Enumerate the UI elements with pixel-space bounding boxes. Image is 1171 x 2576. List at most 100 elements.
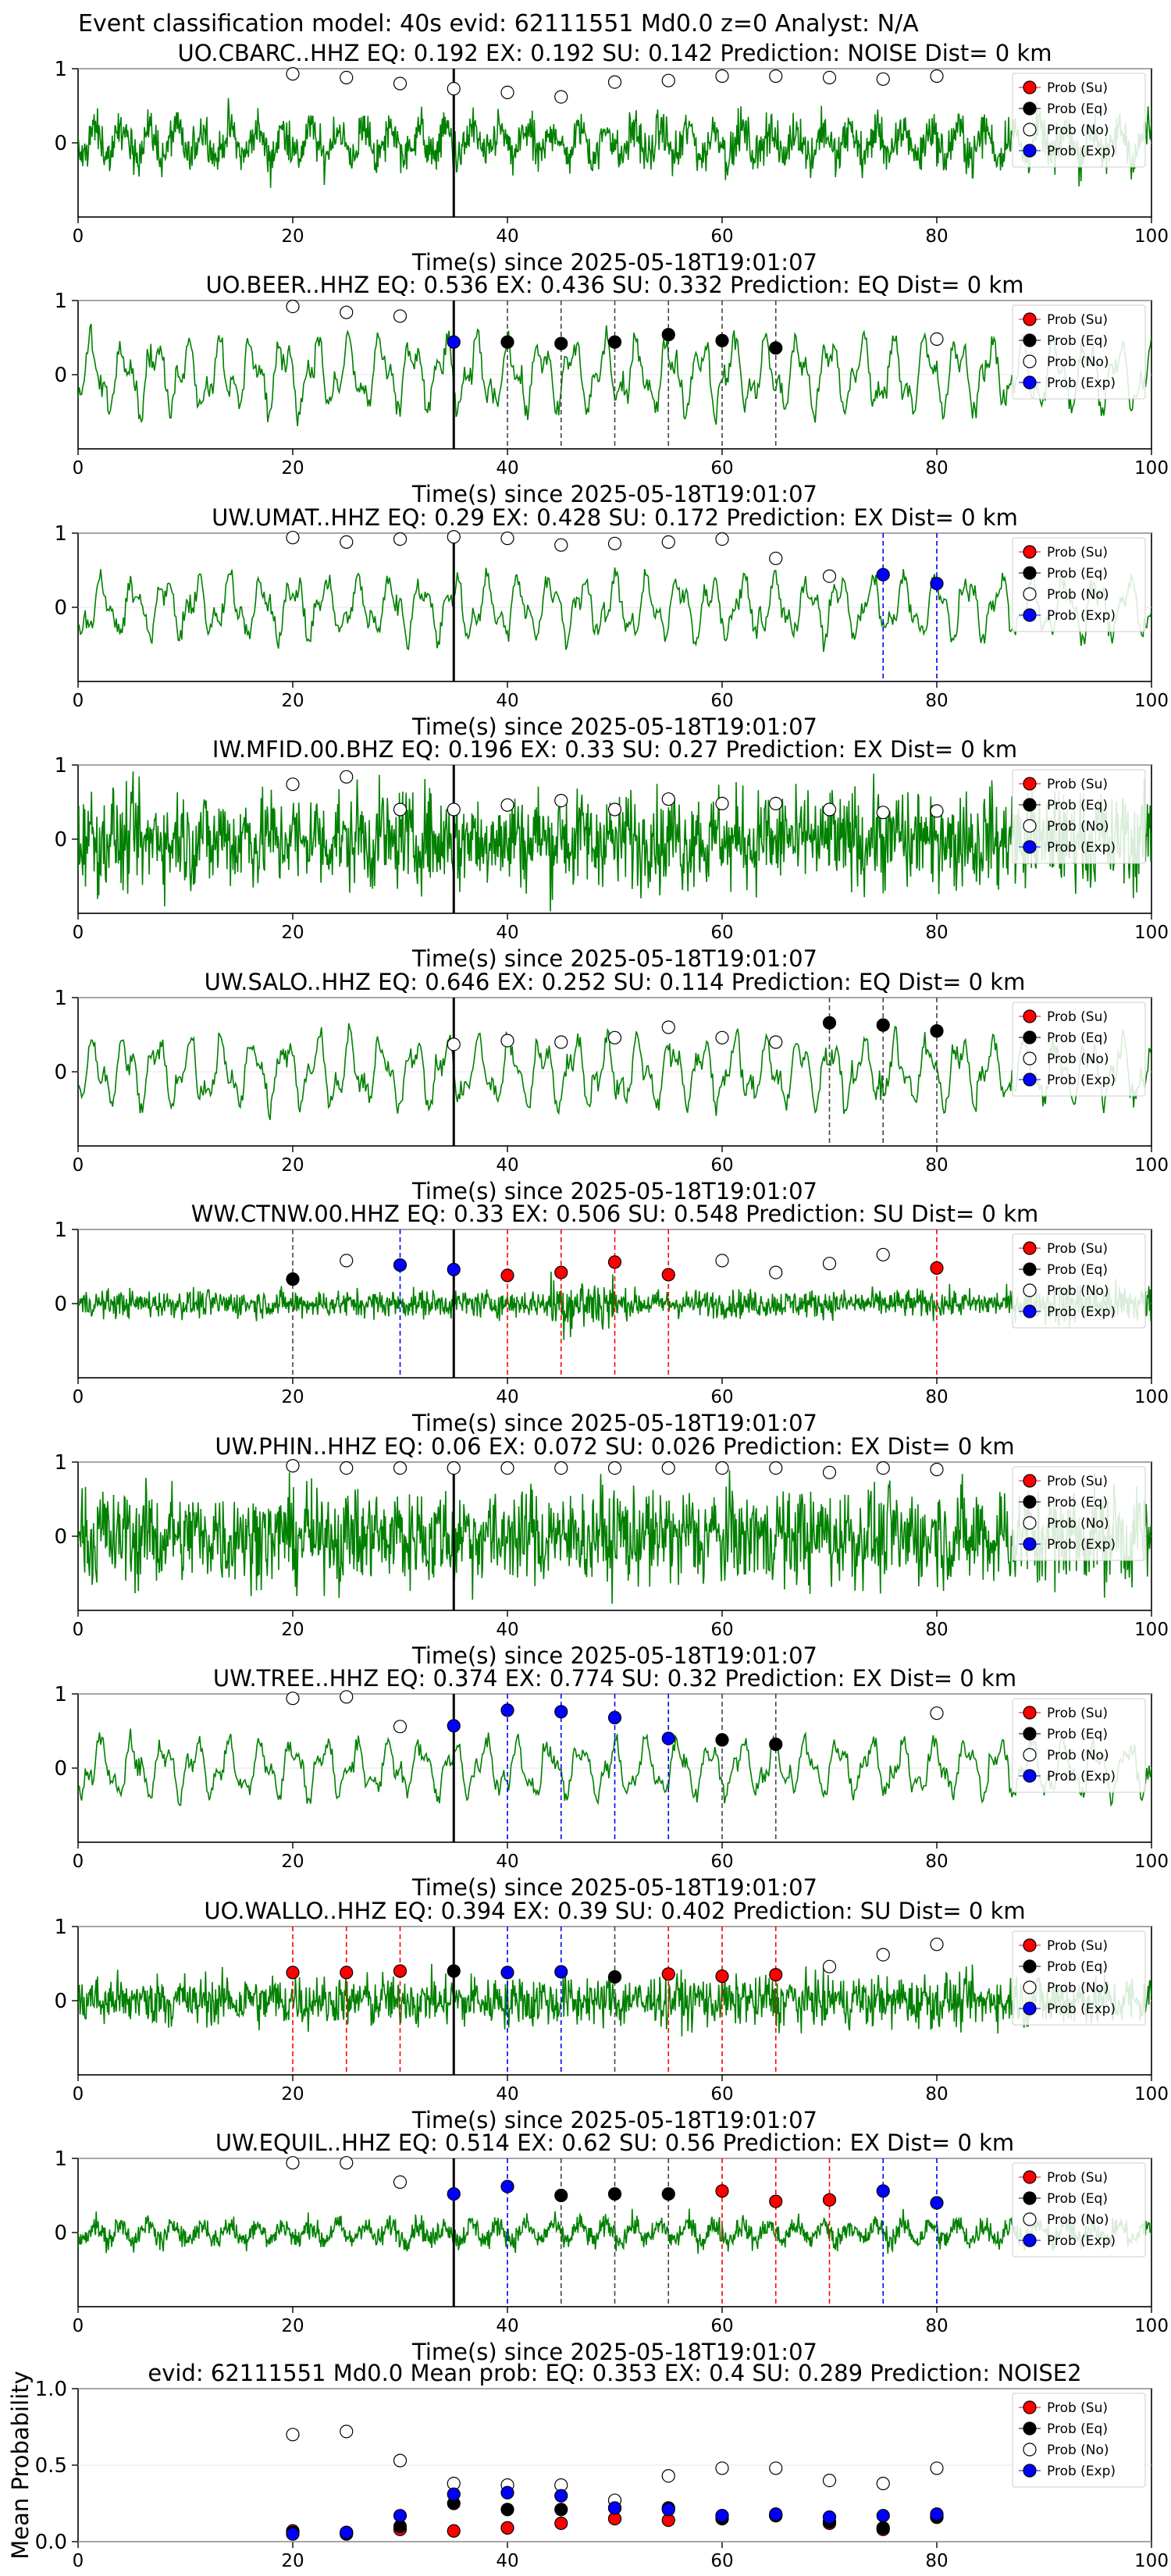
panel-title: UW.SALO..HHZ EQ: 0.646 EX: 0.252 SU: 0.1… — [205, 969, 1026, 995]
prob-marker-eq — [607, 335, 622, 349]
x-axis-label: Time(s) since 2025-05-18T19:01:07 — [411, 1410, 817, 1436]
legend-label-eq: Prob (Eq) — [1047, 1262, 1108, 1278]
legend-box — [1012, 1233, 1146, 1329]
prob-marker-no — [286, 777, 300, 792]
prob-marker-no — [340, 70, 354, 85]
prob-marker-no — [607, 75, 622, 89]
prob-marker-no — [286, 2156, 300, 2170]
x-tick-label: 80 — [925, 458, 948, 479]
prob-marker-no — [930, 332, 944, 346]
prob-marker-no — [500, 798, 514, 812]
prob-marker-no — [340, 2156, 354, 2170]
legend-label-exp: Prob (Exp) — [1047, 840, 1116, 856]
y-tick-label: 0 — [54, 1990, 67, 2013]
prob-marker-no — [340, 1461, 354, 1475]
legend-marker-su — [1023, 1706, 1037, 1720]
legend-marker-exp — [1023, 2001, 1037, 2016]
legend-label-no: Prob (No) — [1047, 2443, 1109, 2458]
legend-box — [1012, 537, 1146, 632]
legend-label-no: Prob (No) — [1047, 123, 1109, 138]
legend-label-exp: Prob (Exp) — [1047, 144, 1116, 159]
x-tick-label: 40 — [496, 1620, 518, 1640]
prob-marker-no — [661, 535, 675, 550]
prob-marker-no — [607, 1030, 622, 1044]
legend-marker-su — [1023, 2170, 1037, 2184]
prob-marker-no — [340, 305, 354, 319]
legend-marker-su — [1023, 80, 1037, 94]
legend-label-no: Prob (No) — [1047, 1051, 1109, 1067]
panel-5: UW.SALO..HHZ EQ: 0.646 EX: 0.252 SU: 0.1… — [54, 969, 1169, 1204]
y-tick-label: 1 — [54, 2147, 67, 2171]
prob-marker-no — [393, 309, 408, 323]
panel-title: UO.WALLO..HHZ EQ: 0.394 EX: 0.39 SU: 0.4… — [204, 1898, 1025, 1924]
prob-marker-no — [715, 1461, 729, 1475]
legend-label-su: Prob (Su) — [1047, 2400, 1108, 2416]
x-tick-label: 80 — [925, 226, 948, 247]
x-tick-label: 20 — [281, 1620, 304, 1640]
x-tick-label: 20 — [281, 2551, 304, 2571]
legend-marker-no — [1023, 2443, 1037, 2457]
waveform-trace — [78, 98, 1151, 188]
mean-marker-exp — [876, 2509, 890, 2523]
legend-label-su: Prob (Su) — [1047, 1474, 1108, 1489]
legend-marker-no — [1023, 1051, 1037, 1066]
x-tick-label: 0 — [73, 2316, 84, 2336]
x-tick-label: 60 — [710, 1387, 733, 1407]
x-tick-label: 20 — [281, 458, 304, 479]
prob-marker-no — [769, 1461, 783, 1475]
prob-marker-su — [769, 1968, 783, 1982]
mean-marker-exp — [607, 2501, 622, 2515]
x-tick-label: 60 — [710, 691, 733, 711]
x-tick-label: 60 — [710, 1155, 733, 1176]
legend-marker-no — [1023, 1748, 1037, 1762]
legend-label-eq: Prob (Eq) — [1047, 333, 1108, 349]
x-axis-label: Time(s) since 2025-05-18T19:01:07 — [411, 481, 817, 507]
prob-marker-eq — [876, 1018, 890, 1032]
prob-marker-no — [876, 1948, 890, 1962]
prob-marker-su — [930, 1261, 944, 1276]
panel-1: UO.CBARC..HHZ EQ: 0.192 EX: 0.192 SU: 0.… — [54, 40, 1169, 276]
prob-marker-eq — [286, 1272, 300, 1286]
legend-marker-su — [1023, 1241, 1037, 1255]
legend-label-su: Prob (Su) — [1047, 545, 1108, 560]
panel-title: UO.CBARC..HHZ EQ: 0.192 EX: 0.192 SU: 0.… — [178, 40, 1052, 66]
legend-label-eq: Prob (Eq) — [1047, 1495, 1108, 1510]
mean-marker-exp — [447, 2487, 461, 2501]
prob-marker-su — [554, 1265, 568, 1279]
x-tick-label: 20 — [281, 226, 304, 247]
y-tick-label: 0.5 — [35, 2454, 67, 2478]
legend-label-su: Prob (Su) — [1047, 2170, 1108, 2186]
prob-marker-eq — [607, 1970, 622, 1984]
legend-label-no: Prob (No) — [1047, 1516, 1109, 1532]
legend-marker-eq — [1023, 2191, 1037, 2205]
prob-marker-su — [340, 1966, 354, 1980]
mean-marker-exp — [393, 2509, 408, 2523]
panel-9: UO.WALLO..HHZ EQ: 0.394 EX: 0.39 SU: 0.4… — [54, 1898, 1169, 2133]
mean-marker-no — [340, 2425, 354, 2439]
y-tick-label: 0 — [54, 2222, 67, 2245]
figure-title: Event classification model: 40s evid: 62… — [78, 10, 919, 37]
prob-marker-exp — [607, 1710, 622, 1724]
prob-marker-no — [554, 538, 568, 552]
panel-title: UO.BEER..HHZ EQ: 0.536 EX: 0.436 SU: 0.3… — [205, 272, 1023, 298]
legend-label-exp: Prob (Exp) — [1047, 608, 1116, 624]
mean-marker-exp — [340, 2525, 354, 2539]
panel-title: UW.PHIN..HHZ EQ: 0.06 EX: 0.072 SU: 0.02… — [215, 1433, 1014, 1460]
legend-label-eq: Prob (Eq) — [1047, 1959, 1108, 1975]
legend-label-no: Prob (No) — [1047, 819, 1109, 834]
legend-box — [1012, 1698, 1146, 1793]
legend-label-eq: Prob (Eq) — [1047, 101, 1108, 117]
x-tick-label: 20 — [281, 2316, 304, 2336]
y-tick-label: 0 — [54, 364, 67, 387]
prob-marker-no — [661, 1020, 675, 1034]
legend-box — [1012, 73, 1146, 168]
x-tick-label: 0 — [73, 1620, 84, 1640]
legend-label-exp: Prob (Exp) — [1047, 375, 1116, 391]
x-tick-label: 80 — [925, 2316, 948, 2336]
legend-label-no: Prob (No) — [1047, 1748, 1109, 1763]
x-tick-label: 100 — [1134, 923, 1169, 943]
mean-marker-no — [393, 2453, 408, 2467]
x-tick-label: 0 — [73, 1852, 84, 1872]
prob-marker-no — [393, 1461, 408, 1475]
legend-marker-su — [1023, 545, 1037, 559]
